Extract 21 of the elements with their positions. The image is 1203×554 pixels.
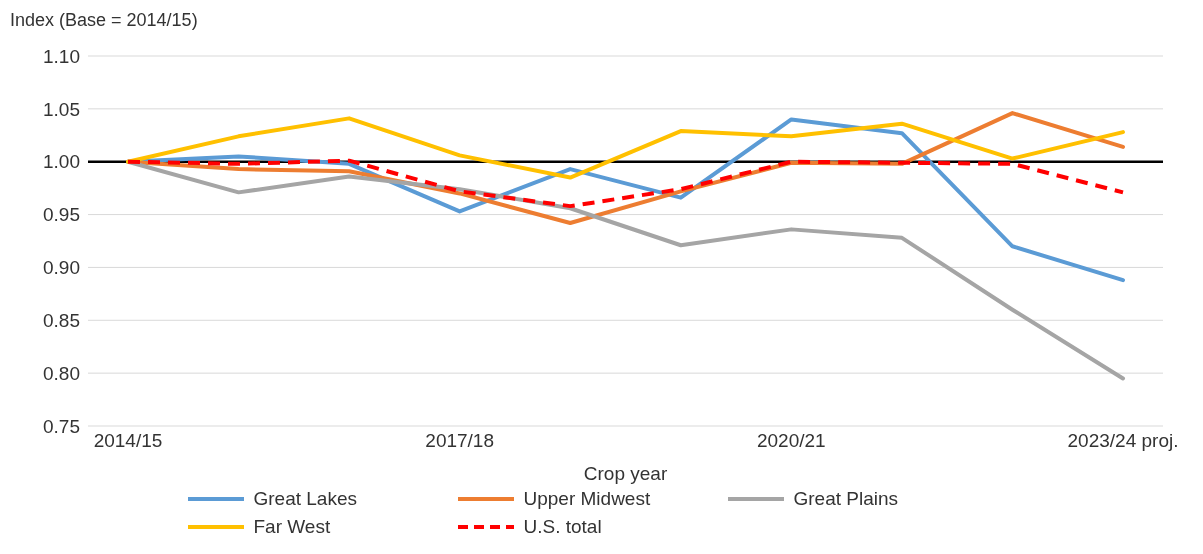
y-tick-label: 1.10 [43, 45, 80, 67]
x-tick-label: 2023/24 proj. [1067, 430, 1179, 452]
legend-label: Great Plains [793, 488, 899, 510]
legend-label: Upper Midwest [523, 488, 651, 510]
y-tick-label: 1.00 [43, 151, 80, 173]
legend-label: U.S. total [523, 516, 602, 538]
x-axis-title: Crop year [583, 463, 668, 484]
legend-label: Far West [253, 516, 331, 538]
x-tick-label: 2020/21 [756, 430, 826, 452]
y-tick-label: 0.95 [43, 204, 80, 226]
x-tick-label: 2017/18 [425, 430, 495, 452]
y-tick-label: 0.80 [43, 362, 80, 384]
legend-label: Great Lakes [253, 488, 357, 510]
y-tick-label: 0.75 [43, 415, 80, 437]
line-series [126, 158, 1125, 209]
y-tick-label: 0.85 [43, 310, 80, 332]
x-tick-label: 2014/15 [93, 430, 163, 452]
y-axis-title: Index (Base = 2014/15) [10, 10, 198, 31]
y-tick-label: 0.90 [43, 257, 80, 279]
y-tick-label: 1.05 [43, 98, 80, 120]
line-series [126, 116, 1125, 180]
